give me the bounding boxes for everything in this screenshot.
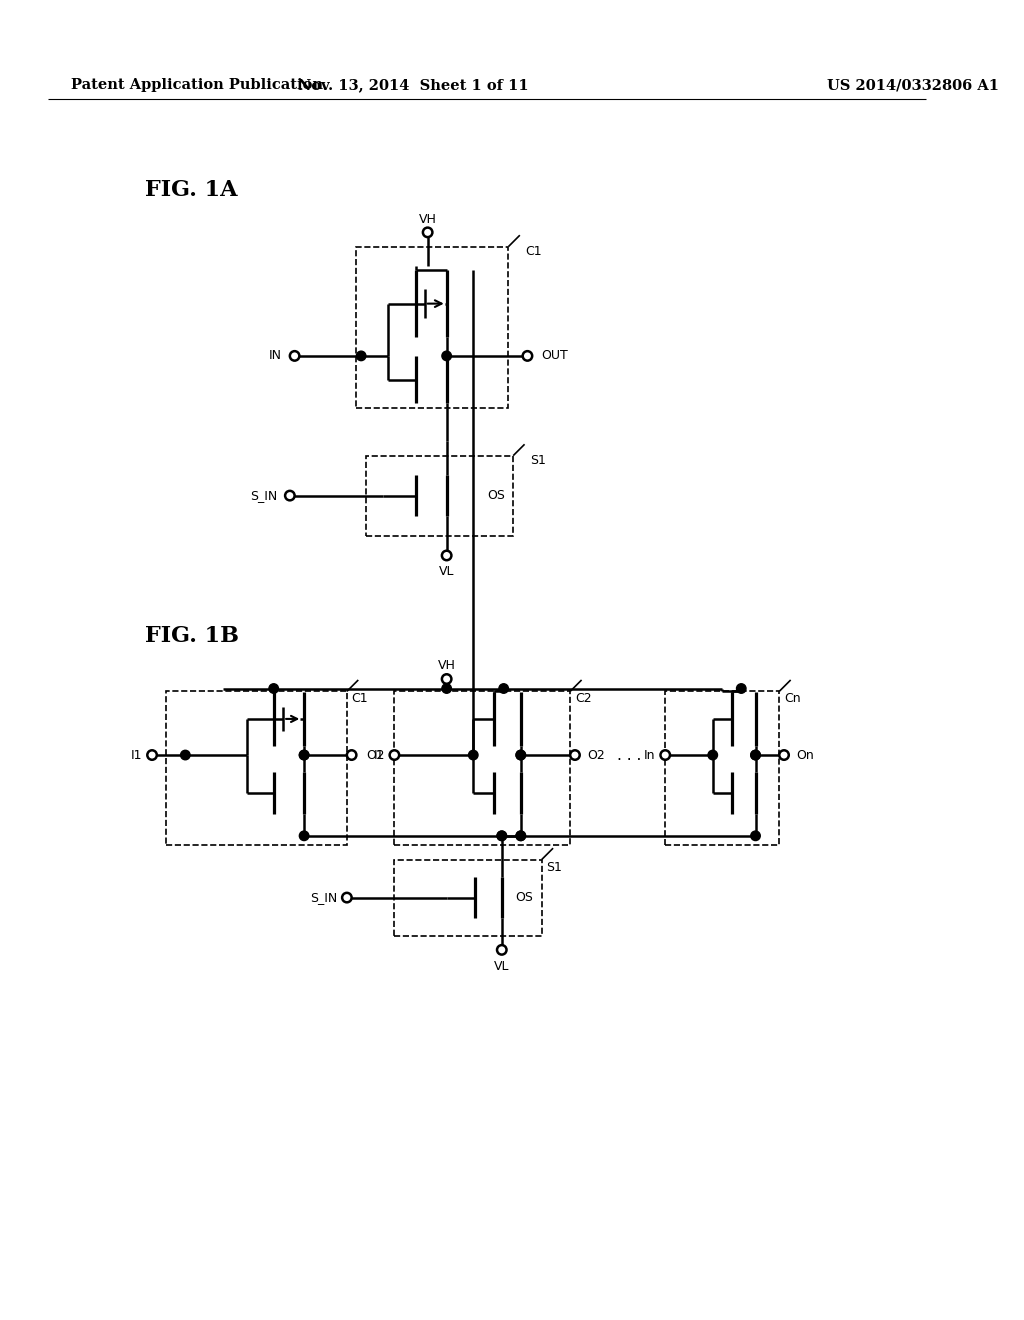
Text: FIG. 1A: FIG. 1A	[145, 178, 238, 201]
Circle shape	[299, 750, 309, 760]
Text: Cn: Cn	[784, 693, 801, 705]
Text: Nov. 13, 2014  Sheet 1 of 11: Nov. 13, 2014 Sheet 1 of 11	[298, 78, 528, 92]
Text: O1: O1	[366, 748, 384, 762]
Text: C1: C1	[525, 244, 542, 257]
Circle shape	[356, 351, 366, 360]
Circle shape	[442, 351, 452, 360]
Circle shape	[390, 750, 399, 760]
Circle shape	[423, 227, 432, 238]
Circle shape	[751, 750, 760, 760]
Circle shape	[497, 832, 507, 841]
Text: S1: S1	[547, 861, 562, 874]
Circle shape	[290, 351, 299, 360]
Bar	[366, 455, 513, 536]
Circle shape	[442, 550, 452, 560]
Circle shape	[751, 750, 760, 760]
Circle shape	[497, 945, 507, 954]
Circle shape	[570, 750, 580, 760]
Circle shape	[285, 491, 295, 500]
Text: Patent Application Publication: Patent Application Publication	[72, 78, 324, 92]
Text: FIG. 1B: FIG. 1B	[145, 626, 240, 647]
Bar	[666, 692, 779, 845]
Text: I2: I2	[374, 748, 385, 762]
Circle shape	[516, 750, 525, 760]
Text: In: In	[644, 748, 655, 762]
Circle shape	[342, 892, 351, 903]
Circle shape	[442, 675, 452, 684]
Circle shape	[147, 750, 157, 760]
Text: . . .: . . .	[616, 747, 641, 763]
Bar	[356, 247, 509, 408]
Text: C2: C2	[574, 693, 592, 705]
Bar	[166, 692, 347, 845]
Circle shape	[522, 351, 532, 360]
Bar	[394, 859, 542, 936]
Circle shape	[516, 832, 525, 841]
Circle shape	[499, 684, 509, 693]
Text: VL: VL	[494, 960, 510, 973]
Text: On: On	[797, 748, 814, 762]
Text: S_IN: S_IN	[250, 490, 278, 502]
Text: VH: VH	[419, 213, 436, 226]
Circle shape	[180, 750, 190, 760]
Circle shape	[516, 750, 525, 760]
Circle shape	[442, 684, 452, 693]
Circle shape	[299, 750, 309, 760]
Circle shape	[751, 832, 760, 841]
Text: US 2014/0332806 A1: US 2014/0332806 A1	[826, 78, 998, 92]
Text: O2: O2	[588, 748, 605, 762]
Circle shape	[660, 750, 670, 760]
Circle shape	[736, 684, 746, 693]
Circle shape	[269, 684, 279, 693]
Bar	[394, 692, 570, 845]
Circle shape	[779, 750, 788, 760]
Text: OS: OS	[516, 891, 534, 904]
Circle shape	[708, 750, 718, 760]
Text: S_IN: S_IN	[310, 891, 337, 904]
Text: OS: OS	[487, 490, 505, 502]
Circle shape	[299, 832, 309, 841]
Text: IN: IN	[269, 350, 283, 363]
Text: OUT: OUT	[542, 350, 568, 363]
Text: VL: VL	[439, 565, 455, 578]
Text: I1: I1	[131, 748, 142, 762]
Text: VH: VH	[437, 659, 456, 672]
Circle shape	[516, 832, 525, 841]
Circle shape	[469, 750, 478, 760]
Circle shape	[497, 832, 507, 841]
Text: C1: C1	[351, 693, 369, 705]
Circle shape	[347, 750, 356, 760]
Text: S1: S1	[530, 454, 546, 467]
